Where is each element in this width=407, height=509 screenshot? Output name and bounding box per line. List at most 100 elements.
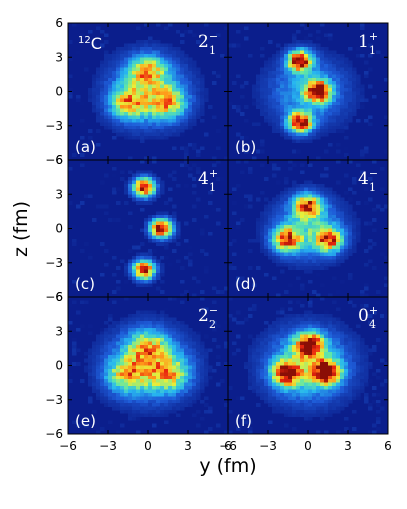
- density-cell: [204, 266, 209, 270]
- density-cell: [308, 46, 313, 51]
- density-cell: [284, 105, 289, 109]
- density-cell: [176, 327, 181, 332]
- density-cell: [152, 94, 157, 99]
- density-cell: [116, 375, 121, 380]
- density-cell: [272, 396, 277, 401]
- density-cell: [132, 372, 137, 377]
- density-cell: [148, 53, 153, 58]
- density-cell: [248, 365, 253, 370]
- density-cell: [164, 365, 169, 370]
- density-cell: [160, 132, 165, 137]
- density-cell: [88, 368, 93, 373]
- density-cell: [340, 396, 345, 401]
- density-cell: [356, 228, 361, 233]
- density-cell: [96, 375, 101, 380]
- density-cell: [172, 88, 177, 92]
- density-cell: [340, 67, 345, 72]
- density-cell: [256, 91, 261, 96]
- density-cell: [348, 225, 353, 229]
- density-cell: [148, 225, 153, 229]
- density-cell: [336, 77, 341, 82]
- density-cell: [92, 74, 97, 79]
- density-cell: [376, 375, 381, 380]
- density-cell: [316, 242, 321, 246]
- density-cell: [140, 60, 145, 65]
- density-cell: [184, 372, 189, 377]
- density-cell: [136, 91, 141, 96]
- density-cell: [152, 341, 157, 346]
- density-cell: [144, 314, 149, 318]
- density-cell: [300, 375, 305, 380]
- density-cell: [336, 98, 341, 103]
- density-cell: [164, 399, 169, 404]
- density-cell: [192, 91, 197, 96]
- density-cell: [312, 392, 317, 397]
- density-cell: [108, 53, 113, 58]
- density-cell: [356, 84, 361, 89]
- density-cell: [124, 403, 129, 407]
- density-cell: [316, 351, 321, 356]
- density-cell: [300, 197, 305, 202]
- density-cell: [112, 190, 117, 195]
- density-cell: [152, 218, 157, 222]
- density-cell: [332, 231, 337, 236]
- density-cell: [104, 70, 109, 75]
- density-cell: [168, 382, 173, 387]
- density-cell: [196, 410, 201, 414]
- density-cell: [116, 70, 121, 75]
- density-cell: [124, 386, 129, 390]
- density-cell: [332, 225, 337, 229]
- density-cell: [360, 372, 365, 377]
- density-cell: [372, 207, 377, 212]
- density-cell: [288, 403, 293, 407]
- density-cell: [156, 355, 161, 359]
- density-cell: [248, 204, 253, 209]
- density-cell: [196, 177, 201, 181]
- density-cell: [192, 389, 197, 394]
- density-cell: [312, 190, 317, 195]
- density-cell: [236, 320, 241, 325]
- density-cell: [156, 334, 161, 339]
- density-cell: [332, 204, 337, 209]
- density-cell: [160, 413, 165, 418]
- density-cell: [348, 273, 353, 277]
- density-cell: [328, 190, 333, 195]
- density-cell: [148, 382, 153, 387]
- density-cell: [280, 64, 285, 68]
- density-cell: [308, 348, 313, 353]
- density-cell: [364, 348, 369, 353]
- density-cell: [272, 344, 277, 349]
- density-cell: [312, 231, 317, 236]
- density-cell: [100, 348, 105, 353]
- density-cell: [136, 245, 141, 250]
- density-cell: [360, 348, 365, 353]
- density-cell: [296, 300, 301, 305]
- density-cell: [164, 238, 169, 243]
- density-cell: [272, 129, 277, 133]
- density-cell: [256, 74, 261, 79]
- density-cell: [148, 314, 153, 318]
- density-cell: [124, 180, 129, 185]
- density-cell: [364, 307, 369, 311]
- density-cell: [276, 368, 281, 373]
- density-cell: [288, 362, 293, 366]
- density-cell: [156, 338, 161, 342]
- density-cell: [340, 327, 345, 332]
- density-cell: [152, 269, 157, 274]
- density-cell: [284, 91, 289, 96]
- density-cell: [300, 245, 305, 250]
- density-cell: [316, 207, 321, 212]
- density-cell: [96, 392, 101, 397]
- density-cell: [332, 386, 337, 390]
- density-cell: [128, 136, 133, 140]
- density-cell: [228, 297, 233, 301]
- density-cell: [264, 98, 269, 103]
- density-cell: [280, 214, 285, 219]
- density-cell: [124, 132, 129, 137]
- density-cell: [288, 314, 293, 318]
- density-cell: [132, 389, 137, 394]
- density-cell: [192, 70, 197, 75]
- density-cell: [340, 338, 345, 342]
- density-cell: [116, 362, 121, 366]
- density-cell: [192, 382, 197, 387]
